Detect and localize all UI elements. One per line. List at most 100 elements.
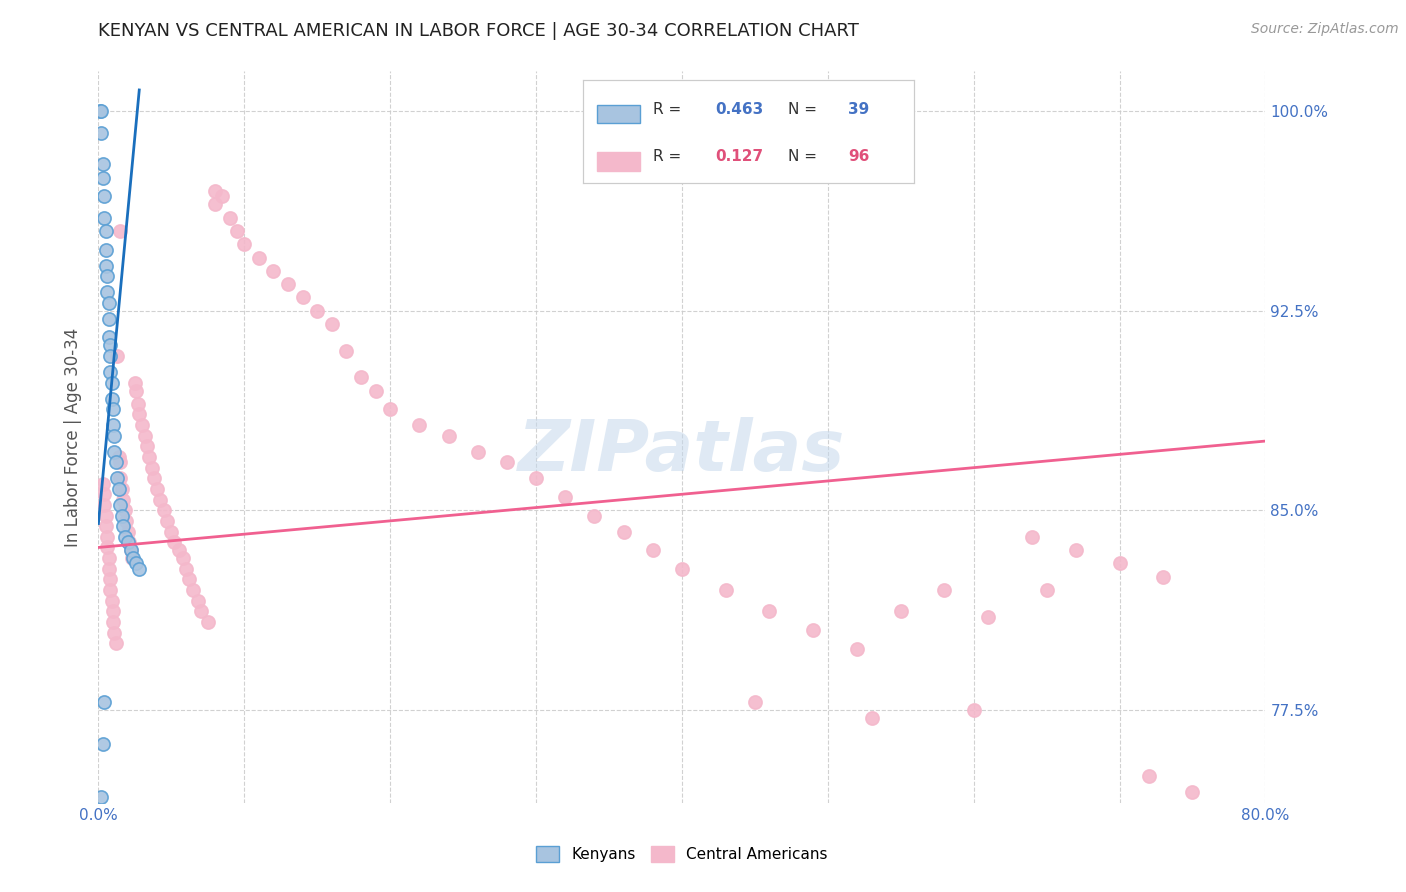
Point [110,455,132,469]
Point [583,508,606,523]
Point [125,384,148,398]
Point [122,551,145,566]
Point [135,439,157,453]
Point [277,277,299,292]
Point [174,562,197,576]
Text: R =: R = [652,149,686,164]
Point [204,197,226,211]
Point [93,695,115,709]
Point [103,429,125,443]
Text: KENYAN VS CENTRAL AMERICAN IN LABOR FORCE | AGE 30-34 CORRELATION CHART: KENYAN VS CENTRAL AMERICAN IN LABOR FORC… [98,22,859,40]
Point [1181,785,1204,799]
Point [262,264,284,278]
Point [134,429,156,443]
Point [291,290,314,304]
Point [96,541,118,555]
Point [321,317,343,331]
Point [91,737,114,751]
Point [641,543,664,558]
Point [105,349,128,363]
Point [97,551,120,566]
Point [110,498,132,512]
Point [714,582,737,597]
Point [94,224,117,238]
Point [612,524,634,539]
Point [671,562,693,576]
Point [89,104,111,119]
Point [94,243,117,257]
Point [124,376,146,390]
Point [1137,769,1160,783]
Point [104,636,127,650]
Point [125,557,148,571]
Point [97,562,120,576]
Point [1152,570,1174,584]
Point [120,543,142,558]
Text: 39: 39 [848,102,869,117]
Point [104,455,127,469]
Point [128,562,150,576]
Point [115,514,138,528]
Point [233,237,256,252]
Point [495,455,517,469]
Point [156,514,179,528]
Point [378,402,402,417]
Point [977,609,1000,624]
Point [149,492,172,507]
Point [364,384,387,398]
Point [98,349,121,363]
Point [128,408,150,422]
Point [197,615,219,629]
Point [172,551,194,566]
Point [204,184,226,198]
Point [90,126,112,140]
Point [110,224,132,238]
Point [141,460,163,475]
Point [94,259,117,273]
Point [1035,582,1057,597]
Point [111,508,134,523]
Point [226,224,249,238]
Point [350,370,373,384]
Text: 0.127: 0.127 [716,149,763,164]
Point [801,623,824,637]
Point [98,582,121,597]
Point [93,189,115,203]
Point [190,604,212,618]
Point [97,311,120,326]
Point [91,476,114,491]
Point [97,330,120,344]
Point [117,524,139,539]
Point [758,604,780,618]
Text: Source: ZipAtlas.com: Source: ZipAtlas.com [1251,22,1399,37]
Legend: Kenyans, Central Americans: Kenyans, Central Americans [530,840,834,868]
Point [101,615,124,629]
Point [146,482,169,496]
Point [94,508,117,523]
Point [101,402,124,417]
Point [120,543,142,558]
Point [100,593,122,607]
Point [98,365,121,379]
Point [131,418,153,433]
Point [110,471,132,485]
Point [962,703,984,717]
Point [524,471,547,485]
Point [437,429,460,443]
Point [93,487,115,501]
Point [108,450,131,464]
Point [121,551,143,566]
Point [101,604,124,618]
Point [98,573,121,587]
Point [934,582,956,597]
Point [98,338,121,352]
Point [1064,543,1087,558]
Point [103,625,125,640]
Point [91,157,114,171]
Point [554,490,576,504]
Point [93,498,115,512]
Point [860,711,883,725]
Text: 96: 96 [848,149,869,164]
Point [114,530,136,544]
Point [218,211,240,225]
